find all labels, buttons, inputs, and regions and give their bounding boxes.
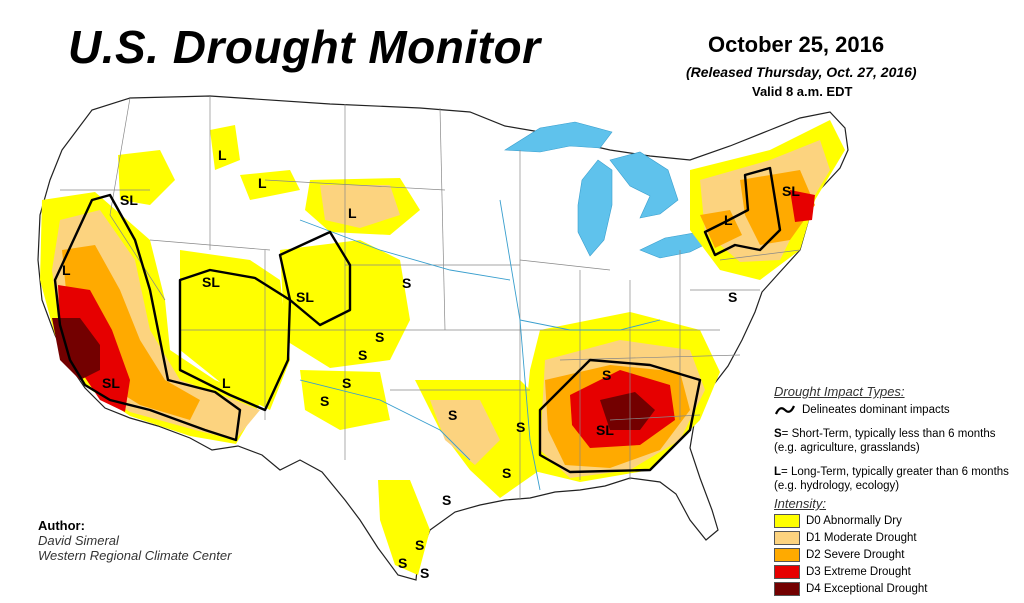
map-label: S: [415, 537, 424, 553]
short-term-symbol: S: [774, 428, 782, 440]
state-boundaries: [60, 96, 801, 500]
map-label: S: [375, 329, 384, 345]
map-label: S: [502, 465, 511, 481]
intensity-label: D3 Extreme Drought: [806, 565, 911, 578]
map-label: L: [222, 375, 231, 391]
long-term-row: L= Long-Term, typically greater than 6 m…: [774, 465, 1019, 493]
intensity-label: D0 Abnormally Dry: [806, 514, 902, 527]
map-label: SL: [296, 289, 314, 305]
intensity-list: D0 Abnormally Dry D1 Moderate Drought D2…: [774, 513, 1019, 596]
map-label: S: [358, 347, 367, 363]
map-label: S: [342, 375, 351, 391]
long-term-symbol: L: [774, 466, 782, 478]
map-label: S: [402, 275, 411, 291]
swatch-d2: [774, 547, 800, 562]
short-term-row: S= Short-Term, typically less than 6 mon…: [774, 427, 1019, 455]
intensity-item-d3: D3 Extreme Drought: [774, 564, 1019, 579]
map-label: L: [348, 205, 357, 221]
map-label: S: [320, 393, 329, 409]
impact-types-title: Drought Impact Types:: [774, 384, 905, 399]
author-block: Author: David Simeral Western Regional C…: [38, 518, 231, 563]
map-label: L: [62, 262, 71, 278]
map-label: S: [602, 367, 611, 383]
delineation-row: Delineates dominant impacts: [774, 403, 1019, 417]
swatch-d1: [774, 530, 800, 545]
impact-delineations: [53, 166, 782, 474]
swatch-d4: [774, 581, 800, 596]
map-label: S: [398, 555, 407, 571]
legend: Drought Impact Types: Delineates dominan…: [774, 385, 1019, 596]
intensity-item-d0: D0 Abnormally Dry: [774, 513, 1019, 528]
intensity-label: D2 Severe Drought: [806, 548, 905, 561]
short-term-text: = Short-Term, typically less than 6 mont…: [774, 428, 996, 454]
author-name: David Simeral: [38, 533, 119, 548]
intensity-item-d2: D2 Severe Drought: [774, 547, 1019, 562]
intensity-item-d1: D1 Moderate Drought: [774, 530, 1019, 545]
map-label: L: [218, 147, 227, 163]
map-label: L: [724, 212, 733, 228]
intensity-label: D1 Moderate Drought: [806, 531, 917, 544]
author-org: Western Regional Climate Center: [38, 548, 232, 563]
page-title: U.S. Drought Monitor: [68, 21, 541, 73]
map-label: S: [448, 407, 457, 423]
impact-labels: SL L L L L SL SL L SL S S S S S S S S S …: [62, 147, 800, 581]
delineation-line-icon: [774, 405, 796, 415]
map-label: SL: [102, 375, 120, 391]
rivers: [299, 199, 661, 491]
intensity-item-d4: D4 Exceptional Drought: [774, 581, 1019, 596]
swatch-d3: [774, 564, 800, 579]
intensity-title: Intensity:: [774, 496, 827, 511]
map-label: S: [442, 492, 451, 508]
map-label: SL: [120, 192, 138, 208]
swatch-d0: [774, 513, 800, 528]
author-label: Author:: [38, 518, 85, 533]
long-term-text: = Long-Term, typically greater than 6 mo…: [774, 466, 1009, 492]
map-label: S: [420, 565, 429, 581]
map-label: S: [728, 289, 737, 305]
map-label: L: [258, 175, 267, 191]
map-label: SL: [782, 183, 800, 199]
intensity-label: D4 Exceptional Drought: [806, 582, 928, 595]
release-date: (Released Thursday, Oct. 27, 2016): [686, 64, 917, 80]
map-date: October 25, 2016: [708, 32, 885, 57]
map-label: SL: [202, 274, 220, 290]
drought-d4-areas: [52, 318, 655, 430]
valid-time: Valid 8 a.m. EDT: [752, 84, 853, 99]
map-label: SL: [596, 422, 614, 438]
map-label: S: [516, 419, 525, 435]
delineation-text: Delineates dominant impacts: [802, 404, 950, 416]
